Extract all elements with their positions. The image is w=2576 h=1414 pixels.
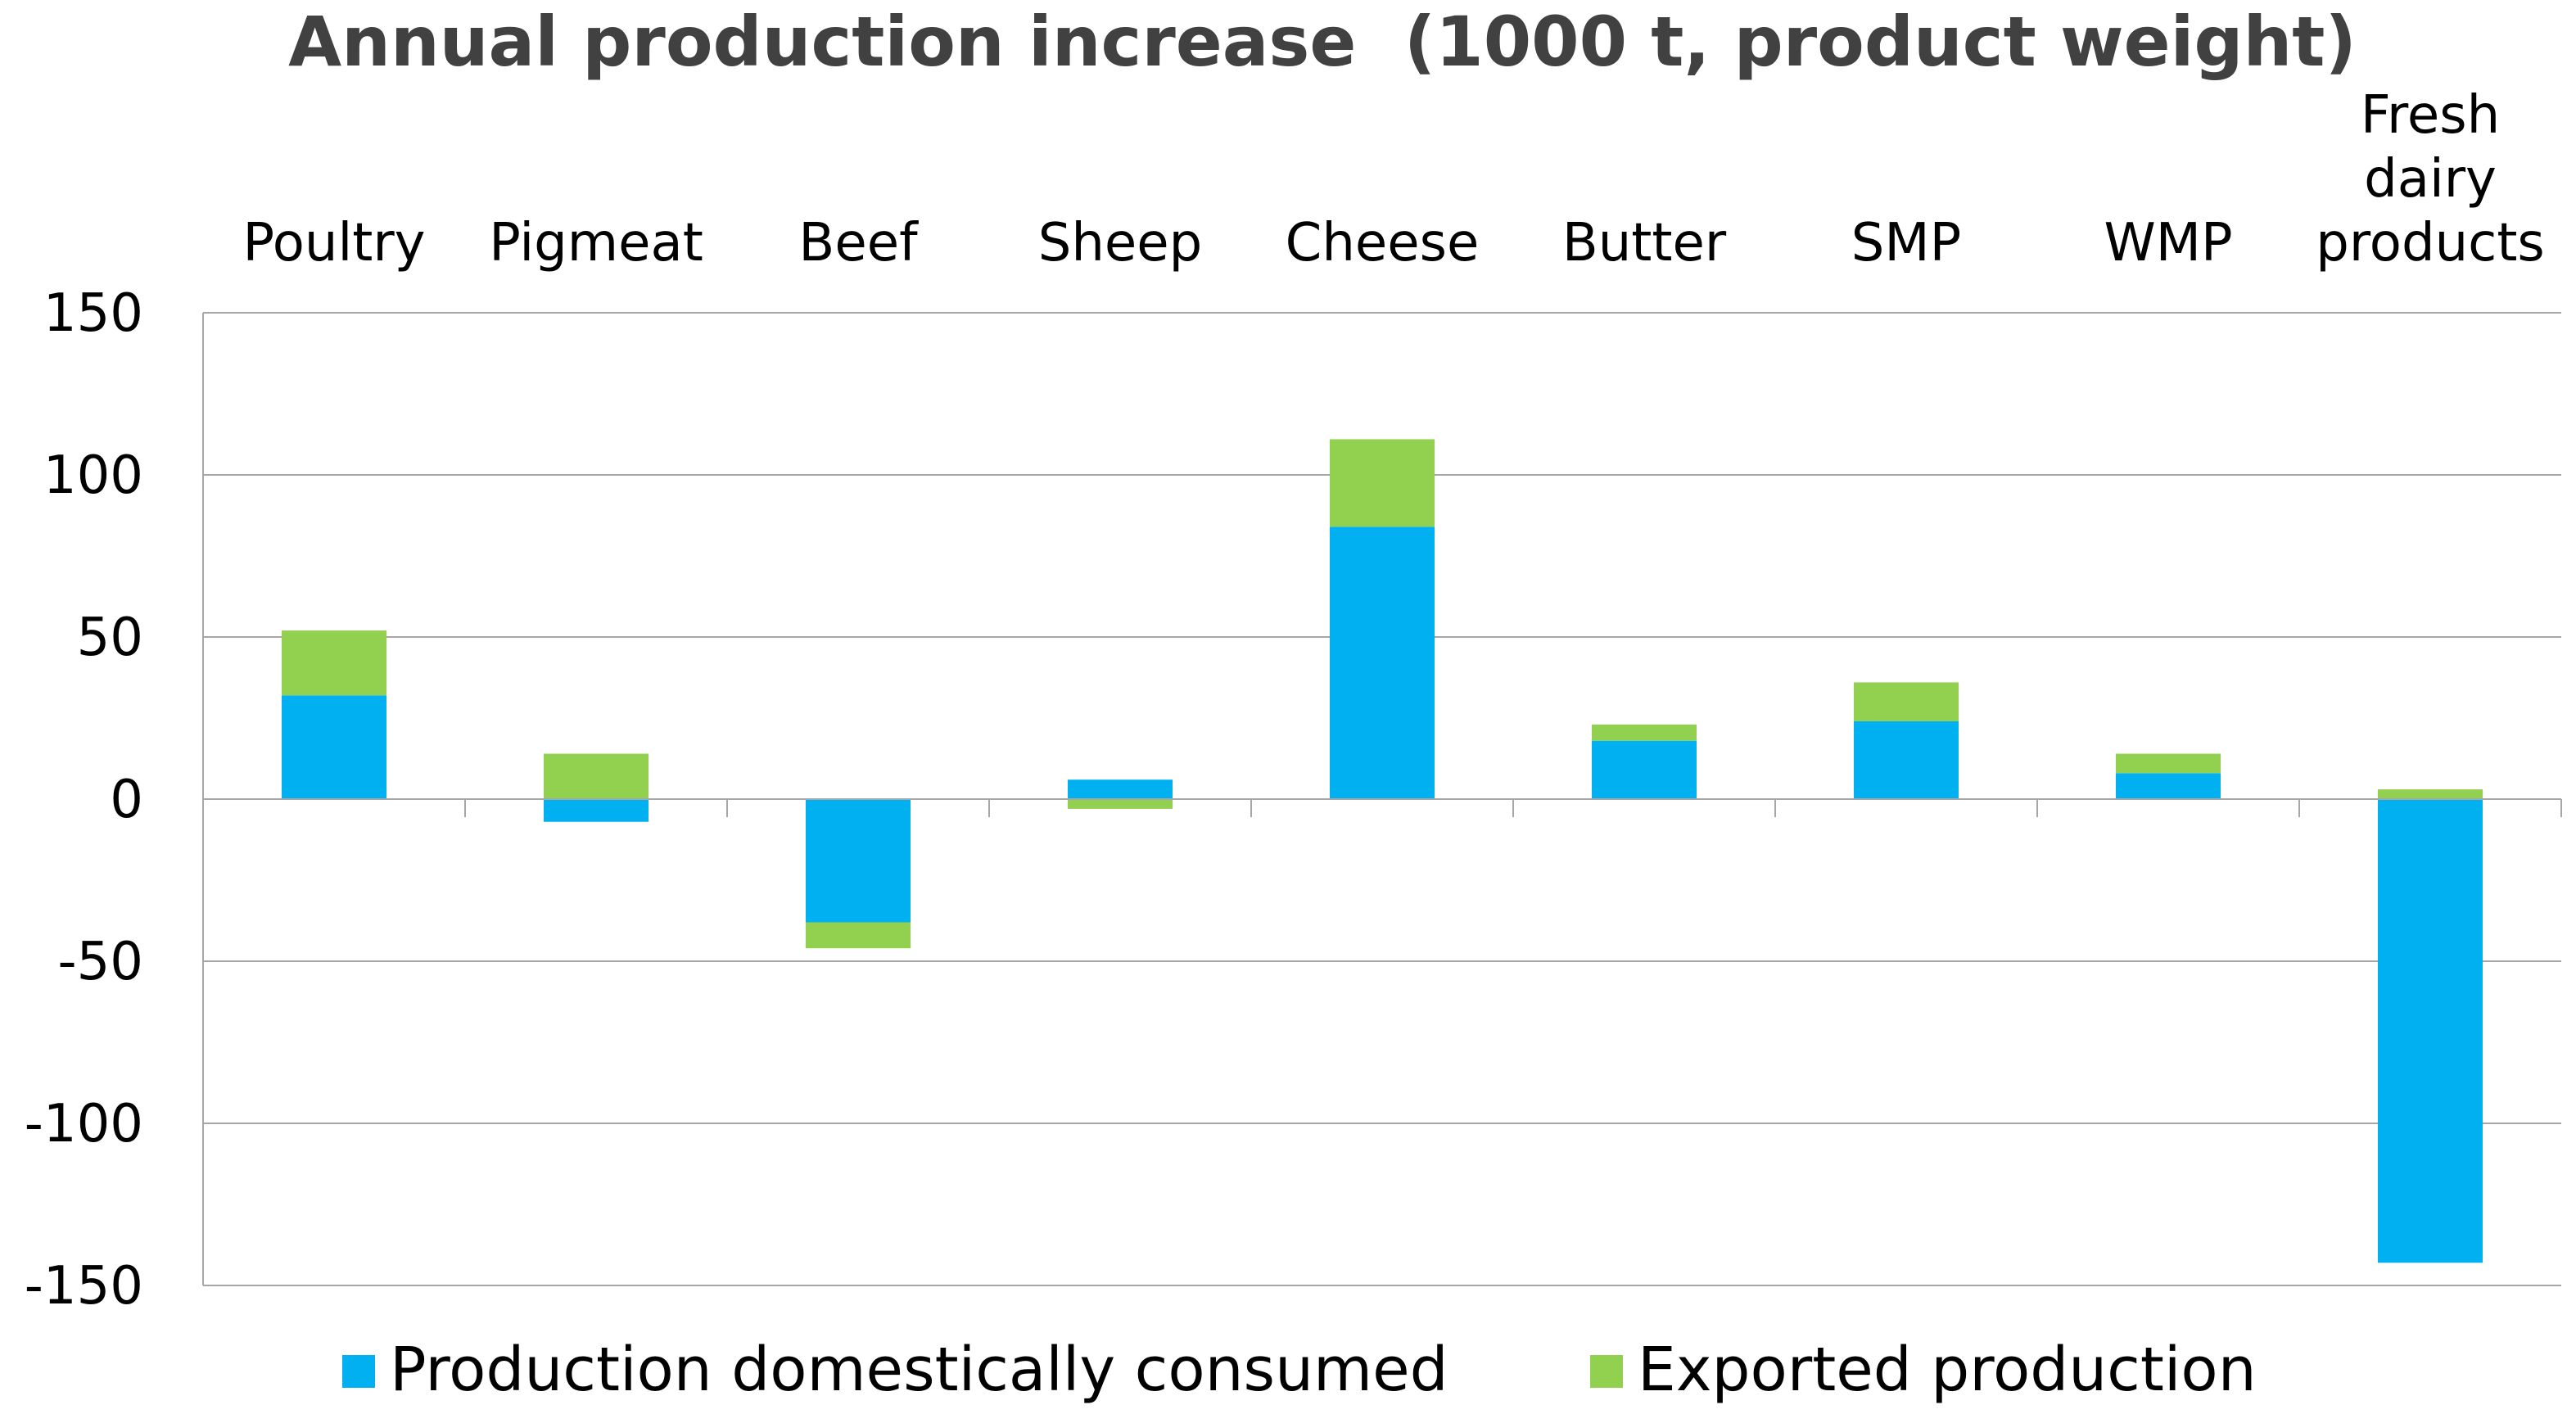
bar-domestic — [544, 799, 649, 822]
category-label: SMP — [1851, 213, 1961, 273]
y-tick-label: 150 — [43, 283, 143, 344]
bar-domestic — [1068, 779, 1173, 799]
category-label: WMP — [2104, 213, 2232, 273]
y-tick-label: -100 — [25, 1094, 143, 1154]
category-label: Butter — [1562, 213, 1727, 273]
category-label: Fresh — [2361, 85, 2500, 146]
legend-swatch — [1590, 1355, 1623, 1388]
bar-exported — [1592, 724, 1697, 741]
legend-label: Exported production — [1638, 1335, 2257, 1405]
bar-exported — [806, 922, 911, 949]
bar-domestic — [2116, 773, 2221, 799]
category-label: Cheese — [1286, 213, 1480, 273]
category-label: Poultry — [242, 213, 425, 273]
bar-domestic — [1854, 721, 1959, 799]
y-tick-label: -50 — [57, 932, 143, 992]
category-label: Pigmeat — [489, 213, 703, 273]
bars — [282, 439, 2483, 1263]
bar-domestic — [282, 695, 386, 799]
y-tick-label: 0 — [110, 770, 143, 830]
category-label: dairy — [2364, 149, 2497, 210]
bar-exported — [2378, 789, 2483, 799]
y-tick-label: 100 — [43, 445, 143, 506]
bar-domestic — [806, 799, 911, 923]
bar-exported — [1330, 439, 1435, 527]
legend: Production domestically consumed Exported… — [342, 1335, 2257, 1405]
bar-domestic — [2378, 799, 2483, 1263]
bar-exported — [2116, 753, 2221, 774]
category-label: Sheep — [1038, 213, 1203, 273]
bar-exported — [282, 630, 386, 696]
category-labels: Poultry Pigmeat Beef Sheep Cheese Butter SMP WM… — [242, 85, 2544, 273]
y-tick-labels: 150 100 50 0 -50 -100 -150 — [25, 283, 143, 1317]
bar-domestic — [1592, 740, 1697, 799]
bar-exported — [1854, 682, 1959, 721]
legend-swatch — [342, 1355, 375, 1388]
bar-exported — [1068, 799, 1173, 809]
axes — [202, 313, 2562, 1285]
chart-title: Annual production increase (1000 t, prod… — [288, 2, 2357, 82]
category-label: products — [2316, 213, 2545, 273]
category-label: Beef — [798, 213, 919, 273]
bar-exported — [544, 753, 649, 799]
y-tick-label: -150 — [25, 1256, 143, 1317]
legend-label: Production domestically consumed — [390, 1335, 1448, 1405]
bar-domestic — [1330, 526, 1435, 799]
y-tick-label: 50 — [77, 608, 143, 668]
